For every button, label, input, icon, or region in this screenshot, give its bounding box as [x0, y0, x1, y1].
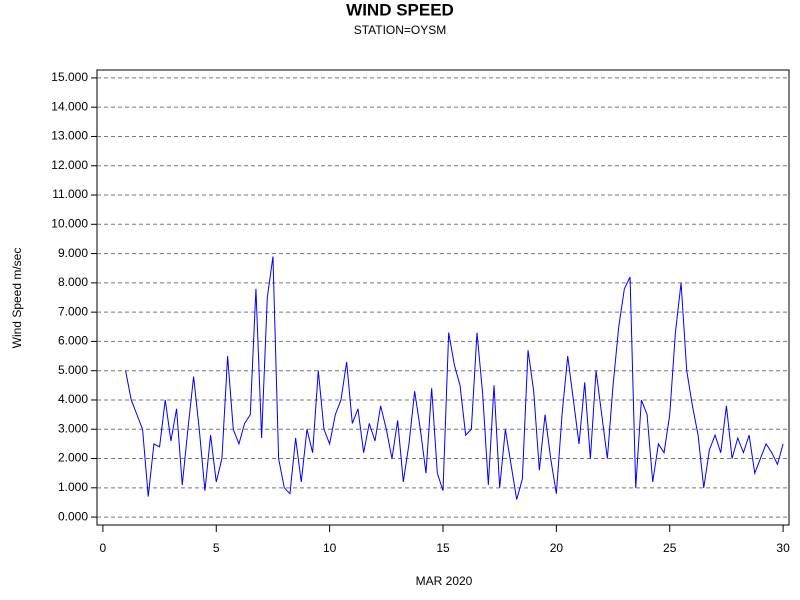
y-tick-label: 11.000 — [52, 187, 88, 201]
y-tick-label: 10.000 — [51, 216, 88, 230]
y-tick-label: 5.000 — [58, 363, 88, 377]
y-tick-label: 6.000 — [58, 334, 88, 348]
y-tick-label: 4.000 — [58, 392, 88, 406]
y-tick-label: 15.000 — [51, 70, 88, 84]
y-tick-label: 9.000 — [58, 246, 88, 260]
x-tick-label: 0 — [100, 541, 107, 555]
y-tick-label: 2.000 — [58, 451, 88, 465]
y-axis-label: Wind Speed m/sec — [10, 248, 24, 349]
y-tick-label: 0.000 — [58, 509, 88, 523]
y-tick-label: 1.000 — [58, 480, 88, 494]
y-tick-label: 8.000 — [58, 275, 88, 289]
x-axis-label: MAR 2020 — [416, 574, 473, 588]
y-tick-label: 13.000 — [51, 129, 88, 143]
y-tick-label: 12.000 — [51, 158, 88, 172]
y-tick-label: 3.000 — [58, 421, 88, 435]
y-tick-label: 14.000 — [51, 99, 88, 113]
x-tick-label: 25 — [663, 541, 677, 555]
x-tick-label: 30 — [776, 541, 790, 555]
chart-subtitle: STATION=OYSM — [354, 23, 447, 37]
x-tick-label: 15 — [436, 541, 450, 555]
x-tick-label: 5 — [213, 541, 220, 555]
y-tick-label: 7.000 — [58, 304, 88, 318]
x-tick-label: 20 — [550, 541, 564, 555]
data-line — [125, 256, 784, 500]
chart-title: WIND SPEED — [346, 0, 454, 19]
plot-frame — [96, 69, 790, 526]
x-tick-label: 10 — [323, 541, 337, 555]
